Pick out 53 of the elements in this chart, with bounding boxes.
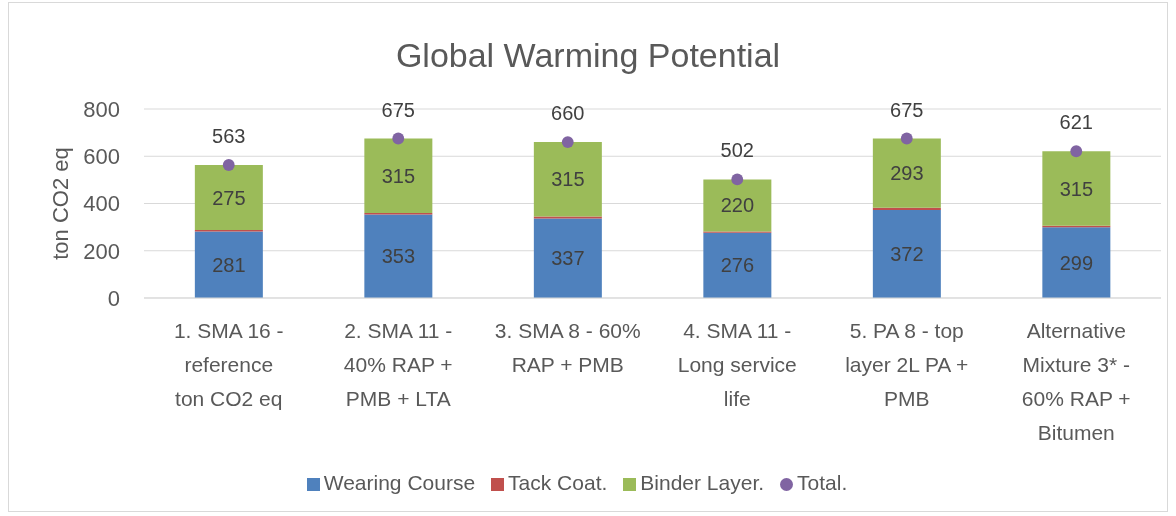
x-tick-label: 2. SMA 11 - 40% RAP + PMB + LTA	[343, 319, 453, 410]
x-tick-label: 3. SMA 8 - 60% RAP + PMB	[494, 319, 641, 376]
bar	[872, 210, 941, 298]
x-tick-label: 5. PA 8 - top layer 2L PA + PMB	[845, 319, 969, 410]
y-axis-title: ton CO2 eq	[47, 147, 73, 260]
data-label: 220	[720, 194, 755, 217]
data-label: 315	[551, 168, 585, 191]
point	[561, 136, 574, 148]
bar	[872, 138, 941, 208]
data-label: 675	[381, 98, 415, 121]
data-label: 660	[551, 102, 585, 125]
y-tick-label: 400	[83, 191, 120, 217]
bar	[533, 218, 602, 298]
data-label: 621	[1059, 111, 1093, 134]
x-tick-label: 1. SMA 16 - reference ton CO2 eq	[173, 319, 284, 410]
data-label: 315	[1059, 177, 1094, 200]
bar	[533, 142, 602, 217]
data-label: 276	[720, 254, 755, 277]
legend-label: Wearing Course	[323, 471, 476, 494]
data-label: 337	[551, 247, 585, 270]
bar	[1042, 151, 1111, 226]
bar	[364, 214, 433, 298]
legend-label: Total.	[797, 471, 848, 494]
data-label: 293	[890, 162, 924, 185]
point	[900, 132, 913, 145]
y-tick-label: 800	[83, 96, 120, 122]
data-label: 502	[720, 139, 754, 162]
point	[392, 132, 405, 145]
data-label: 299	[1059, 251, 1094, 274]
data-label: 372	[890, 243, 924, 266]
bar	[194, 231, 263, 298]
chart-title: Global Warming Potential	[394, 35, 782, 75]
point	[222, 159, 235, 171]
data-label: 563	[212, 125, 246, 148]
bar	[703, 179, 772, 232]
data-label: 675	[890, 98, 924, 121]
legend-label: Binder Layer.	[640, 471, 765, 494]
y-tick-label: 600	[83, 144, 120, 170]
bar	[364, 138, 433, 213]
x-tick-label: 4. SMA 11 - Long service life	[677, 319, 797, 410]
bar	[194, 164, 263, 230]
data-label: 281	[212, 253, 246, 276]
y-tick-label: 0	[107, 285, 120, 311]
legend-label: Tack Coat.	[508, 471, 608, 494]
bar	[703, 232, 772, 298]
point	[731, 173, 744, 186]
data-label: 353	[381, 245, 416, 268]
data-label: 275	[212, 186, 246, 209]
data-label: 315	[381, 164, 416, 187]
bar	[1042, 227, 1111, 298]
y-tick-label: 200	[83, 238, 120, 264]
point	[1070, 145, 1083, 158]
x-tick-label: Alternative Mixture 3* - 60% RAP + Bitumen	[1021, 319, 1131, 444]
